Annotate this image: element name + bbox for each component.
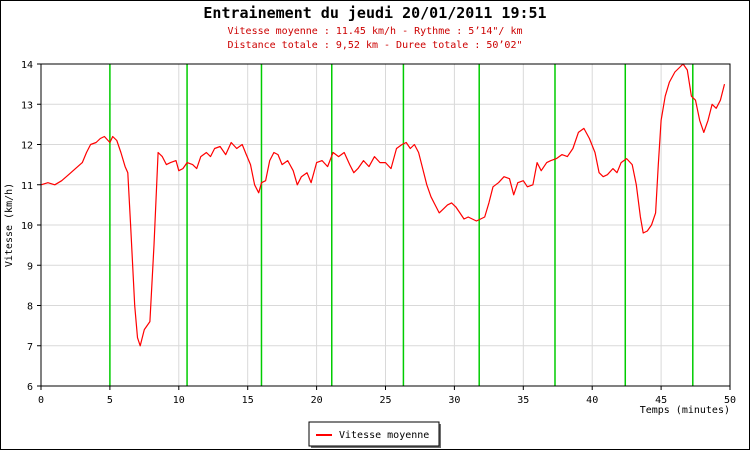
chart-subtitle-line-2: Distance totale : 9,52 km - Duree totale… xyxy=(227,40,522,51)
x-axis-ticks: 0 5 10 15 20 25 30 35 40 45 50 xyxy=(38,386,736,406)
y-tick-label: 10 xyxy=(21,221,33,232)
y-tick-label: 11 xyxy=(21,181,33,192)
y-axis-label: Vitesse (km/h) xyxy=(4,183,15,267)
x-tick-label: 20 xyxy=(311,395,323,406)
x-tick-label: 25 xyxy=(379,395,391,406)
vertical-markers xyxy=(109,64,694,386)
y-tick-label: 7 xyxy=(27,342,33,353)
y-axis-ticks: 6 7 8 9 10 11 12 13 14 xyxy=(21,60,41,393)
series-line xyxy=(40,63,726,347)
x-tick-label: 10 xyxy=(173,395,185,406)
y-tick-label: 13 xyxy=(21,100,33,111)
x-tick-label: 0 xyxy=(38,395,44,406)
x-tick-label: 15 xyxy=(242,395,254,406)
chart-title: Entrainement du jeudi 20/01/2011 19:51 xyxy=(203,4,546,22)
y-tick-label: 14 xyxy=(21,60,33,71)
y-tick-label: 8 xyxy=(27,302,33,313)
y-tick-label: 6 xyxy=(27,382,33,393)
x-tick-label: 5 xyxy=(107,395,113,406)
chart-subtitle-line-1: Vitesse moyenne : 11.45 km/h - Rythme : … xyxy=(227,26,522,37)
x-tick-label: 40 xyxy=(586,395,598,406)
y-tick-label: 12 xyxy=(21,141,33,152)
x-tick-label: 45 xyxy=(655,395,667,406)
x-tick-label: 50 xyxy=(724,395,736,406)
x-tick-label: 35 xyxy=(517,395,529,406)
x-tick-label: 30 xyxy=(448,395,460,406)
legend: Vitesse moyenne xyxy=(308,421,441,448)
legend-label: Vitesse moyenne xyxy=(339,430,429,441)
x-axis-label: Temps (minutes) xyxy=(640,405,730,416)
series-layer xyxy=(40,63,726,347)
y-tick-label: 9 xyxy=(27,261,33,272)
